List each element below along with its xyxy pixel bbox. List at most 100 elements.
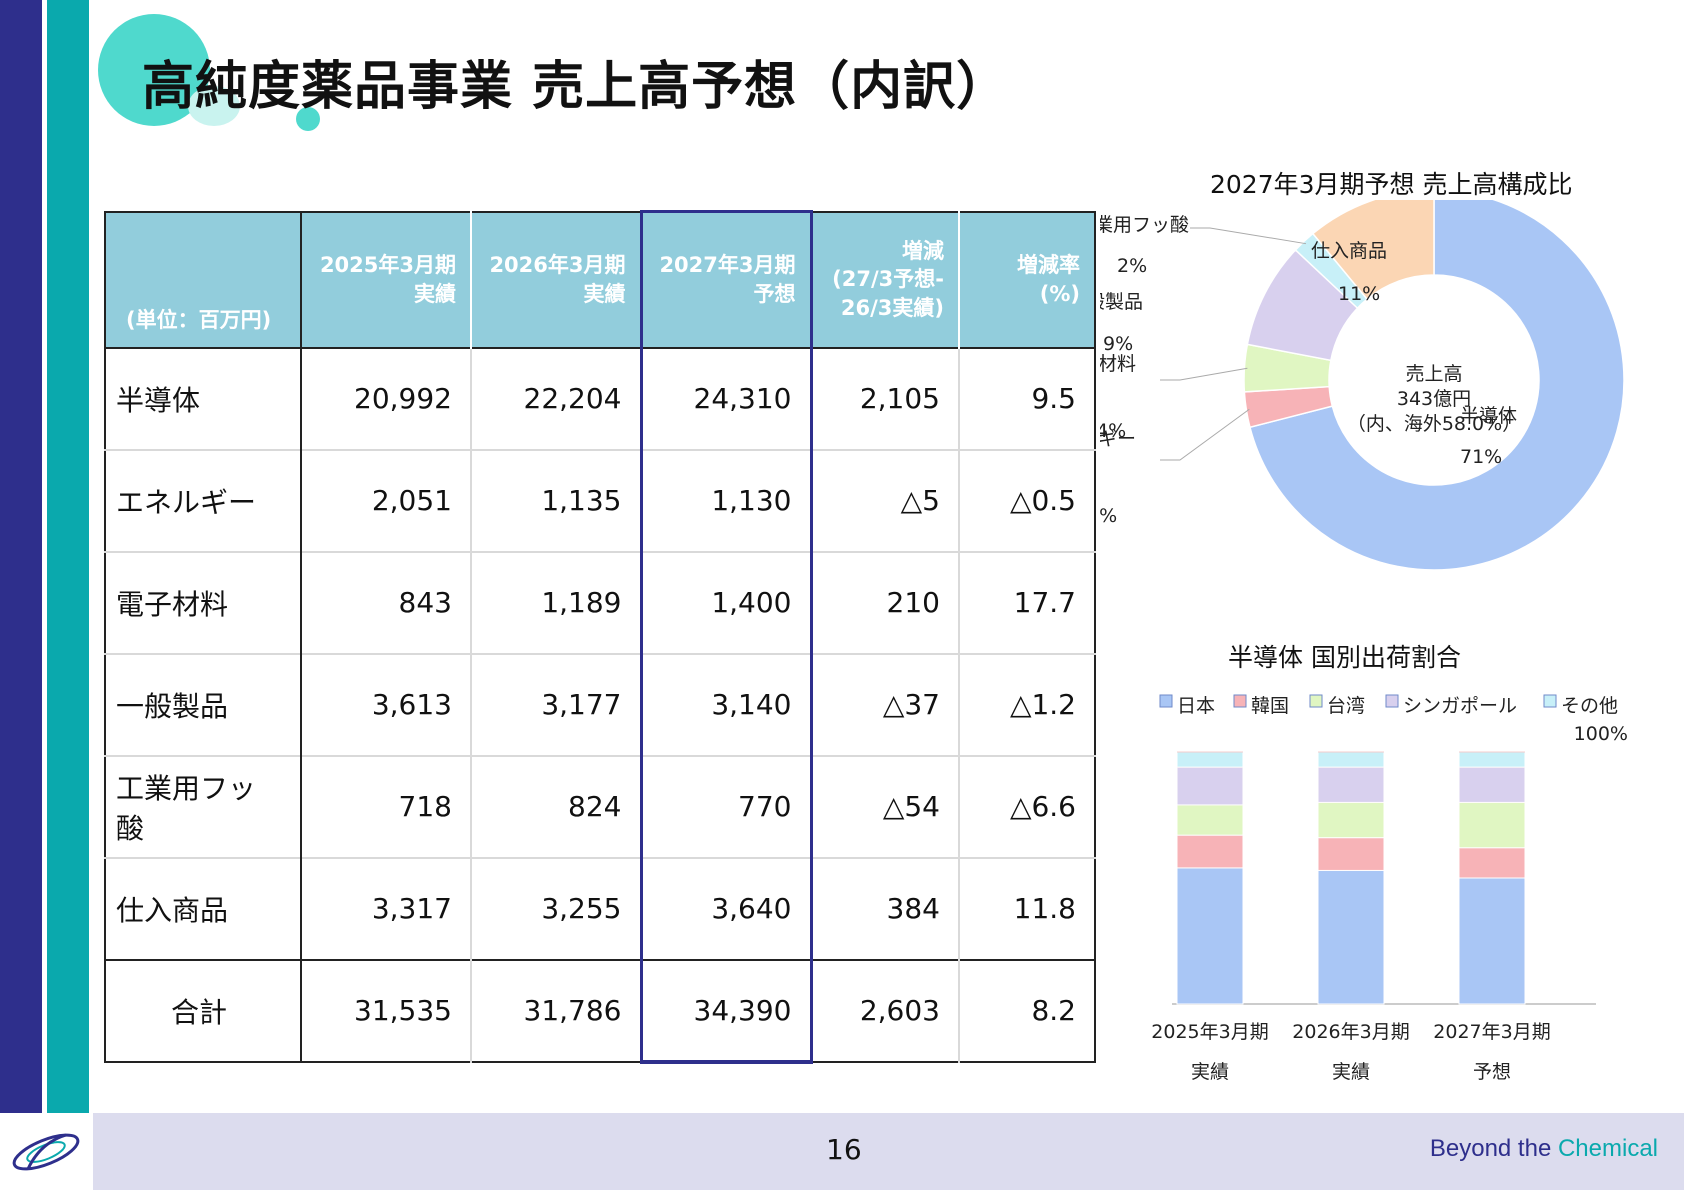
table-cell: 3,177 xyxy=(470,652,641,756)
stacked-bar-segment xyxy=(1176,867,1244,1005)
stacked-bar-segment xyxy=(1458,751,1526,768)
donut-center-label: 売上高 xyxy=(1405,363,1462,385)
table-cell: △37 xyxy=(810,652,959,756)
table-cell: 17.7 xyxy=(958,550,1095,654)
table-cell: △1.2 xyxy=(958,652,1095,756)
stacked-bar-segment xyxy=(1317,766,1385,803)
stacked-bar-segment xyxy=(1317,751,1385,768)
slice-category-label: 仕入商品 xyxy=(1311,240,1387,262)
legend-swatch xyxy=(1233,694,1247,708)
table-row: 仕入商品 3,317 3,255 3,640 384 11.8 xyxy=(105,856,1095,960)
leader-line xyxy=(1190,227,1307,245)
table-cell: 2,105 xyxy=(810,346,959,450)
tagline: Beyond the Chemical xyxy=(1430,1135,1658,1163)
stacked-bar-segment xyxy=(1176,766,1244,806)
table-row: 一般製品 3,613 3,177 3,140 △37 △1.2 xyxy=(105,652,1095,756)
row-label: 半導体 xyxy=(105,346,302,450)
table-cell: 1,189 xyxy=(470,550,641,654)
stacked-bar-segment xyxy=(1317,837,1385,871)
table-cell: 1,135 xyxy=(470,448,641,552)
column-header-highlighted: 2027年3月期 予想 xyxy=(639,210,813,348)
table-cell: 2,051 xyxy=(300,448,471,552)
legend-label: 韓国 xyxy=(1251,695,1289,717)
table-cell-highlighted: 34,390 xyxy=(639,958,813,1064)
table-cell: △6.6 xyxy=(958,754,1095,858)
table-cell-highlighted: 3,640 xyxy=(639,856,813,960)
legend-swatch xyxy=(1159,694,1173,708)
table-cell: 31,786 xyxy=(470,958,641,1062)
left-accent-gap xyxy=(42,0,47,1113)
stacked-bar-segment xyxy=(1458,766,1526,803)
company-logo-icon xyxy=(12,1133,80,1171)
donut-chart-title: 2027年3月期予想 売上高構成比 xyxy=(1210,170,1573,199)
slice-value-label: 11% xyxy=(1338,283,1380,305)
slice-category-label: エネルギー xyxy=(1100,428,1136,450)
table-row: エネルギー 2,051 1,135 1,130 △5 △0.5 xyxy=(105,448,1095,552)
unit-label: (単位：百万円) xyxy=(105,211,302,348)
table-cell: △5 xyxy=(810,448,959,552)
bar-chart-title: 半導体 国別出荷割合 xyxy=(1228,643,1461,672)
slice-category-label: 工業用フッ酸 xyxy=(1100,214,1189,236)
legend-swatch xyxy=(1309,694,1323,708)
slice-value-label: 2% xyxy=(1117,255,1147,277)
footer: 16 Beyond the Chemical xyxy=(0,1113,1684,1190)
table-cell: △54 xyxy=(810,754,959,858)
legend-label: その他 xyxy=(1561,695,1618,717)
slice-category-label: 一般製品 xyxy=(1100,291,1143,313)
donut-center-label: （内、海外58.0%） xyxy=(1347,413,1521,435)
table-header-row: (単位：百万円) 2025年3月期 実績 2026年3月期 実績 2027年3月期予… xyxy=(105,210,1095,348)
stacked-bar-segment xyxy=(1458,801,1526,849)
legend-swatch xyxy=(1385,694,1399,708)
total-label: 合計 xyxy=(105,958,302,1062)
x-tick-label: 実績 xyxy=(1332,1061,1370,1083)
donut-center-label: 343億円 xyxy=(1397,388,1471,410)
column-header: 増減 (27/3予想- 26/3実績) xyxy=(810,211,959,348)
table-row: 電子材料 843 1,189 1,400 210 17.7 xyxy=(105,550,1095,654)
legend-label: 台湾 xyxy=(1327,695,1365,717)
column-header: 増減率 (%) xyxy=(958,211,1095,348)
stacked-bar-segment xyxy=(1176,804,1244,836)
table-cell-highlighted: 3,140 xyxy=(639,652,813,756)
title-decoration-dot xyxy=(296,107,320,131)
slice-value-label: 3% xyxy=(1100,505,1117,527)
row-label: エネルギー xyxy=(105,448,302,552)
table-cell-highlighted: 24,310 xyxy=(639,346,813,450)
row-label: 一般製品 xyxy=(105,652,302,756)
slice-category-label: 電子材料 xyxy=(1100,353,1136,375)
table-cell: 2,603 xyxy=(810,958,959,1062)
table-cell: 3,255 xyxy=(470,856,641,960)
sales-forecast-table: (単位：百万円) 2025年3月期 実績 2026年3月期 実績 2027年3月期予… xyxy=(104,210,1096,1064)
title-decoration-circle-small xyxy=(188,86,240,126)
slice-value-label: 4% xyxy=(1100,420,1126,442)
y-axis-max-label: 100% xyxy=(1574,723,1628,745)
legend-label: シンガポール xyxy=(1403,695,1517,717)
table-cell: 3,613 xyxy=(300,652,471,756)
left-accent-bar-navy xyxy=(0,0,42,1113)
x-tick-label: 予想 xyxy=(1473,1061,1511,1083)
left-accent-bar-teal xyxy=(47,0,89,1113)
table-cell-highlighted: 1,130 xyxy=(639,448,813,552)
x-tick-label: 2025年3月期 xyxy=(1151,1021,1268,1043)
slice-value-label: 71% xyxy=(1460,446,1502,468)
page-number: 16 xyxy=(826,1133,862,1166)
row-label: 電子材料 xyxy=(105,550,302,654)
legend-label: 日本 xyxy=(1177,695,1215,717)
stacked-bar-segment xyxy=(1317,869,1385,1005)
slice-category-label: 半導体 xyxy=(1460,405,1517,427)
stacked-bar-segment xyxy=(1176,751,1244,768)
table-cell: 3,317 xyxy=(300,856,471,960)
column-header: 2026年3月期 実績 xyxy=(470,211,641,348)
table-cell: 31,535 xyxy=(300,958,471,1062)
legend-swatch xyxy=(1543,694,1557,708)
table-cell-highlighted: 770 xyxy=(639,754,813,858)
leader-line xyxy=(1160,367,1248,381)
company-logo xyxy=(0,1113,93,1190)
row-label: 工業用フッ酸 xyxy=(105,754,302,858)
table-cell: 718 xyxy=(300,754,471,858)
stacked-bar-segment xyxy=(1458,847,1526,879)
tagline-part2: Chemical xyxy=(1557,1135,1658,1162)
x-tick-label: 2027年3月期 xyxy=(1433,1021,1550,1043)
table-cell: 210 xyxy=(810,550,959,654)
stacked-bar-segment xyxy=(1458,877,1526,1005)
